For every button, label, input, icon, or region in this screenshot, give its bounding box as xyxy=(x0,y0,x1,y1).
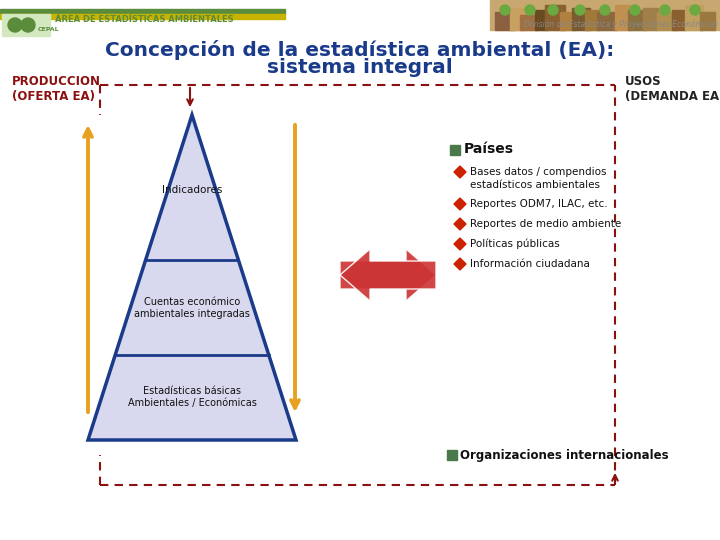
Text: Políticas públicas: Políticas públicas xyxy=(470,239,559,249)
Polygon shape xyxy=(454,198,466,210)
Text: estadísticos ambientales: estadísticos ambientales xyxy=(470,180,600,190)
Circle shape xyxy=(8,18,22,32)
Bar xyxy=(585,10,599,30)
Bar xyxy=(450,145,460,155)
Bar xyxy=(657,12,677,30)
Text: PRODUCCION
(OFERTA EA): PRODUCCION (OFERTA EA) xyxy=(12,75,101,103)
Text: Estadísticas básicas
Ambientales / Económicas: Estadísticas básicas Ambientales / Econó… xyxy=(127,386,256,408)
Text: Reportes ODM7, ILAC, etc.: Reportes ODM7, ILAC, etc. xyxy=(470,199,608,209)
Text: Bases datos / compendios: Bases datos / compendios xyxy=(470,167,606,177)
Text: USOS
(DEMANDA EA): USOS (DEMANDA EA) xyxy=(625,75,720,103)
Bar xyxy=(700,12,715,30)
Text: División de Estadística y Proyecciones Económicas: División de Estadística y Proyecciones E… xyxy=(524,19,718,29)
Bar xyxy=(2,14,50,36)
Circle shape xyxy=(600,5,610,15)
Polygon shape xyxy=(454,258,466,270)
Circle shape xyxy=(500,5,510,15)
Text: ÁREA DE ESTADÍSTICAS AMBIENTALES: ÁREA DE ESTADÍSTICAS AMBIENTALES xyxy=(55,15,233,24)
Bar xyxy=(0,14,285,19)
Text: CEPAL: CEPAL xyxy=(38,27,60,32)
Bar xyxy=(560,12,575,30)
Polygon shape xyxy=(454,166,466,178)
Text: Organizaciones internacionales: Organizaciones internacionales xyxy=(460,449,669,462)
Polygon shape xyxy=(454,218,466,230)
Circle shape xyxy=(660,5,670,15)
Bar xyxy=(510,8,525,30)
Circle shape xyxy=(21,18,35,32)
Bar xyxy=(597,12,617,30)
Polygon shape xyxy=(454,238,466,250)
Bar xyxy=(447,450,457,460)
Bar xyxy=(520,15,538,30)
Bar xyxy=(628,10,646,30)
Circle shape xyxy=(690,5,700,15)
FancyArrow shape xyxy=(340,249,436,301)
FancyArrow shape xyxy=(340,249,436,301)
Bar xyxy=(572,8,590,30)
Bar xyxy=(545,5,565,30)
Text: Cuentas económico
ambientales integradas: Cuentas económico ambientales integradas xyxy=(134,297,250,319)
Bar xyxy=(0,9,285,14)
Text: Países: Países xyxy=(464,142,514,156)
Text: Indicadores: Indicadores xyxy=(162,185,222,195)
Circle shape xyxy=(630,5,640,15)
Text: Concepción de la estadística ambiental (EA):: Concepción de la estadística ambiental (… xyxy=(105,40,615,60)
Bar xyxy=(685,5,703,30)
Circle shape xyxy=(575,5,585,15)
Circle shape xyxy=(548,5,558,15)
Text: Reportes de medio ambiente: Reportes de medio ambiente xyxy=(470,219,621,229)
Bar xyxy=(643,8,658,30)
Bar xyxy=(672,10,686,30)
Text: sistema integral: sistema integral xyxy=(267,58,453,77)
Circle shape xyxy=(525,5,535,15)
Polygon shape xyxy=(88,115,296,440)
Bar xyxy=(490,0,720,30)
Bar xyxy=(495,12,515,30)
Text: Información ciudadana: Información ciudadana xyxy=(470,259,590,269)
Bar xyxy=(615,5,630,30)
Bar xyxy=(535,10,547,30)
